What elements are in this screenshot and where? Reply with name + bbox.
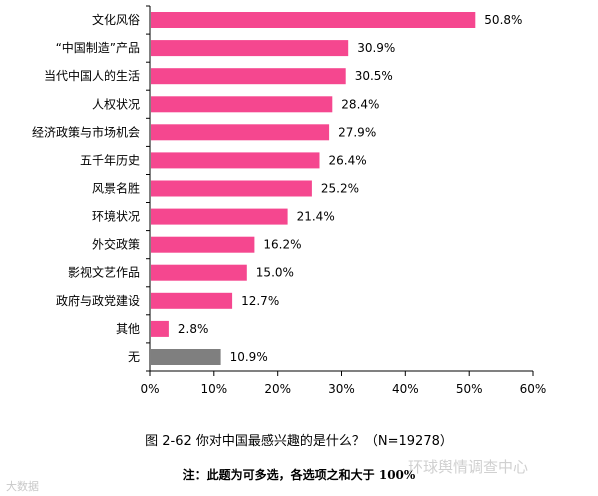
bar-4: [151, 96, 333, 113]
category-label: 经济政策与市场机会: [32, 124, 140, 139]
category-label: 环境状况: [92, 209, 140, 224]
category-label: 风景名胜: [92, 181, 140, 196]
value-label: 10.9%: [230, 350, 268, 364]
figure-caption: 图 2-62 你对中国最感兴趣的是什么？（N=19278）: [145, 434, 453, 449]
value-label: 30.5%: [355, 69, 393, 83]
x-tick-label: 0%: [140, 382, 159, 396]
x-tick-label: 20%: [264, 382, 291, 396]
value-label: 12.7%: [241, 294, 279, 308]
category-label: 政府与政党建设: [56, 293, 140, 308]
x-tick-label: 50%: [456, 382, 483, 396]
value-label: 15.0%: [256, 266, 294, 280]
category-label: 其他: [116, 322, 140, 336]
value-label: 50.8%: [484, 13, 522, 27]
bar-2: [151, 40, 349, 57]
value-label: 26.4%: [329, 153, 367, 167]
watermark-right: 环球舆情调查中心: [408, 458, 529, 476]
bar-8: [151, 208, 288, 225]
value-label: 25.2%: [321, 182, 359, 196]
bar-5: [151, 124, 330, 141]
value-label: 30.9%: [357, 41, 395, 55]
bar-chart: 文化风俗 50.8% “中国制造”产品 30.9% 当代中国人的生活 30.5% 人权状况 2…: [32, 5, 547, 396]
x-tick-label: 30%: [328, 382, 355, 396]
x-tick-label: 60%: [520, 382, 547, 396]
bar-10: [151, 264, 247, 281]
footnote: 注：此题为可多选，各选项之和大于 100%: [182, 468, 416, 482]
bar-3: [151, 68, 346, 85]
category-label: 五千年历史: [80, 153, 140, 167]
value-label: 16.2%: [263, 238, 301, 252]
category-label: 影视文艺作品: [68, 265, 140, 280]
value-label: 21.4%: [297, 210, 335, 224]
bar-1: [151, 12, 476, 28]
watermark-left: 大数据: [6, 480, 39, 493]
bar-9: [151, 236, 255, 253]
bar-11: [151, 292, 233, 309]
value-label: 2.8%: [178, 322, 209, 336]
x-tick-label: 10%: [200, 382, 227, 396]
bar-13: [151, 349, 221, 365]
category-label: 文化风俗: [92, 12, 140, 27]
x-tick-label: 40%: [392, 382, 419, 396]
category-label: 当代中国人的生活: [44, 68, 140, 83]
bar-7: [151, 180, 312, 197]
category-label: “中国制造”产品: [56, 40, 140, 55]
category-label: 人权状况: [92, 97, 140, 111]
bar-12: [151, 320, 169, 337]
category-label: 外交政策: [92, 237, 140, 252]
value-label: 27.9%: [338, 125, 376, 139]
category-label: 无: [128, 350, 140, 364]
bar-6: [151, 152, 320, 169]
value-label: 28.4%: [341, 97, 379, 111]
